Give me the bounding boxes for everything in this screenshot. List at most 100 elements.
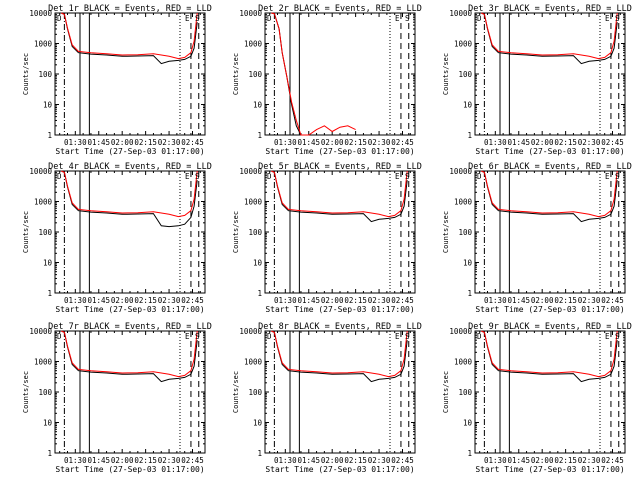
y-axis-label: Counts/sec xyxy=(22,53,30,95)
x-tick-label: 02:15 xyxy=(344,138,367,147)
plot-panel-2: Det 2r BLACK = Events, RED = LLD 1 10 100 10… xyxy=(232,4,422,156)
plot-panel-3: Det 3r BLACK = Events, RED = LLD 1 10 100 10… xyxy=(442,4,632,156)
plot-title: Det 4r BLACK = Events, RED = LLD xyxy=(48,162,212,172)
plot-panel-5: Det 5r BLACK = Events, RED = LLD 1 10 100 10… xyxy=(232,162,422,314)
y-tick-label: 10000 xyxy=(449,9,472,18)
y-tick-label: 100 xyxy=(458,388,472,397)
y-tick-label: 100 xyxy=(38,388,52,397)
x-tick-label: 01:45 xyxy=(507,138,530,147)
corner-label-right: E xyxy=(185,332,190,341)
x-tick-label: 01:30 xyxy=(484,296,507,305)
y-tick-label: 1 xyxy=(257,289,262,298)
corner-label-right: S xyxy=(195,172,200,181)
y-axis-label: Counts/sec xyxy=(442,53,450,95)
plot-panel-8: Det 8r BLACK = Events, RED = LLD 1 10 100 10… xyxy=(232,322,422,474)
x-tick-label: 02:15 xyxy=(134,138,157,147)
y-tick-label: 1000 xyxy=(454,358,473,367)
series-events-line xyxy=(481,12,618,65)
x-axis-label: Start Time (27-Sep-03 01:17:00) xyxy=(55,305,204,314)
x-tick-label: 02:15 xyxy=(554,296,577,305)
x-tick-label: 02:45 xyxy=(181,456,204,465)
corner-label-left: D xyxy=(57,332,62,341)
y-tick-label: 100 xyxy=(458,70,472,79)
x-tick-label: 01:45 xyxy=(87,456,110,465)
series-events-line xyxy=(481,330,618,383)
corner-label-left: D xyxy=(267,332,272,341)
corner-label-left: D xyxy=(267,14,272,23)
x-tick-label: 01:45 xyxy=(87,138,110,147)
x-tick-label: 02:00 xyxy=(321,138,344,147)
corner-label-right: S xyxy=(405,14,410,23)
y-tick-label: 1 xyxy=(467,289,472,298)
x-axis-label: Start Time (27-Sep-03 01:17:00) xyxy=(55,465,204,474)
y-tick-label: 1000 xyxy=(244,198,263,207)
plot-frame xyxy=(264,170,416,294)
x-tick-label: 02:30 xyxy=(578,296,601,305)
corner-label-left: D xyxy=(477,172,482,181)
plot-frame xyxy=(264,12,416,136)
plot-title: Det 5r BLACK = Events, RED = LLD xyxy=(258,162,422,172)
corner-label-right: E xyxy=(395,332,400,341)
x-tick-label: 02:15 xyxy=(344,456,367,465)
x-tick-label: 02:15 xyxy=(134,456,157,465)
plot-panel-4: Det 4r BLACK = Events, RED = LLD 1 10 100 10… xyxy=(22,162,212,314)
series-lld-line xyxy=(271,330,408,378)
x-tick-label: 02:45 xyxy=(391,296,414,305)
x-tick-label: 02:00 xyxy=(111,296,134,305)
corner-label-left: D xyxy=(57,14,62,23)
series-lld-line xyxy=(481,330,618,378)
plot-title: Det 9r BLACK = Events, RED = LLD xyxy=(468,322,632,332)
y-axis-label: Counts/sec xyxy=(22,211,30,253)
plot-panel-6: Det 6r BLACK = Events, RED = LLD 1 10 100 10… xyxy=(442,162,632,314)
y-tick-label: 1000 xyxy=(34,40,53,49)
y-axis-label: Counts/sec xyxy=(232,53,240,95)
x-tick-label: 01:30 xyxy=(274,456,297,465)
x-tick-label: 01:45 xyxy=(297,296,320,305)
y-tick-label: 10000 xyxy=(239,327,262,336)
x-tick-label: 02:00 xyxy=(321,296,344,305)
corner-label-right: E xyxy=(185,14,190,23)
x-tick-label: 01:45 xyxy=(87,296,110,305)
x-tick-label: 02:30 xyxy=(368,456,391,465)
plot-frame xyxy=(474,330,626,454)
x-tick-label: 02:30 xyxy=(158,456,181,465)
y-axis-label: Counts/sec xyxy=(442,211,450,253)
x-tick-label: 01:30 xyxy=(64,138,87,147)
y-tick-label: 10000 xyxy=(239,9,262,18)
corner-label-right: S xyxy=(405,172,410,181)
y-axis-label: Counts/sec xyxy=(22,371,30,413)
plot-title: Det 3r BLACK = Events, RED = LLD xyxy=(468,4,632,14)
y-tick-label: 10 xyxy=(253,101,263,110)
x-tick-label: 02:30 xyxy=(368,138,391,147)
plot-frame xyxy=(264,330,416,454)
corner-label-right: S xyxy=(195,332,200,341)
x-tick-label: 02:30 xyxy=(578,456,601,465)
x-tick-label: 01:30 xyxy=(484,456,507,465)
y-axis-label: Counts/sec xyxy=(232,211,240,253)
x-tick-label: 02:45 xyxy=(181,138,204,147)
series-lld-line xyxy=(271,170,408,218)
corner-label-right: E xyxy=(395,172,400,181)
y-tick-label: 10000 xyxy=(449,167,472,176)
series-events-line xyxy=(271,330,408,383)
series-lld-line xyxy=(481,170,618,218)
y-tick-label: 1000 xyxy=(34,358,53,367)
x-tick-label: 02:15 xyxy=(554,138,577,147)
y-tick-label: 10000 xyxy=(29,167,52,176)
y-tick-label: 10 xyxy=(43,101,53,110)
y-tick-label: 100 xyxy=(38,70,52,79)
y-tick-label: 1000 xyxy=(34,198,53,207)
y-axis-label: Counts/sec xyxy=(442,371,450,413)
y-axis-label: Counts/sec xyxy=(232,371,240,413)
y-tick-label: 1 xyxy=(257,131,262,140)
corner-label-right: S xyxy=(615,172,620,181)
x-tick-label: 01:45 xyxy=(507,296,530,305)
x-tick-label: 01:30 xyxy=(64,296,87,305)
y-tick-label: 10 xyxy=(463,419,473,428)
y-tick-label: 1 xyxy=(47,449,52,458)
corner-label-right: S xyxy=(615,332,620,341)
plot-panel-9: Det 9r BLACK = Events, RED = LLD 1 10 100 10… xyxy=(442,322,632,474)
x-tick-label: 01:45 xyxy=(297,138,320,147)
y-tick-label: 10 xyxy=(253,419,263,428)
